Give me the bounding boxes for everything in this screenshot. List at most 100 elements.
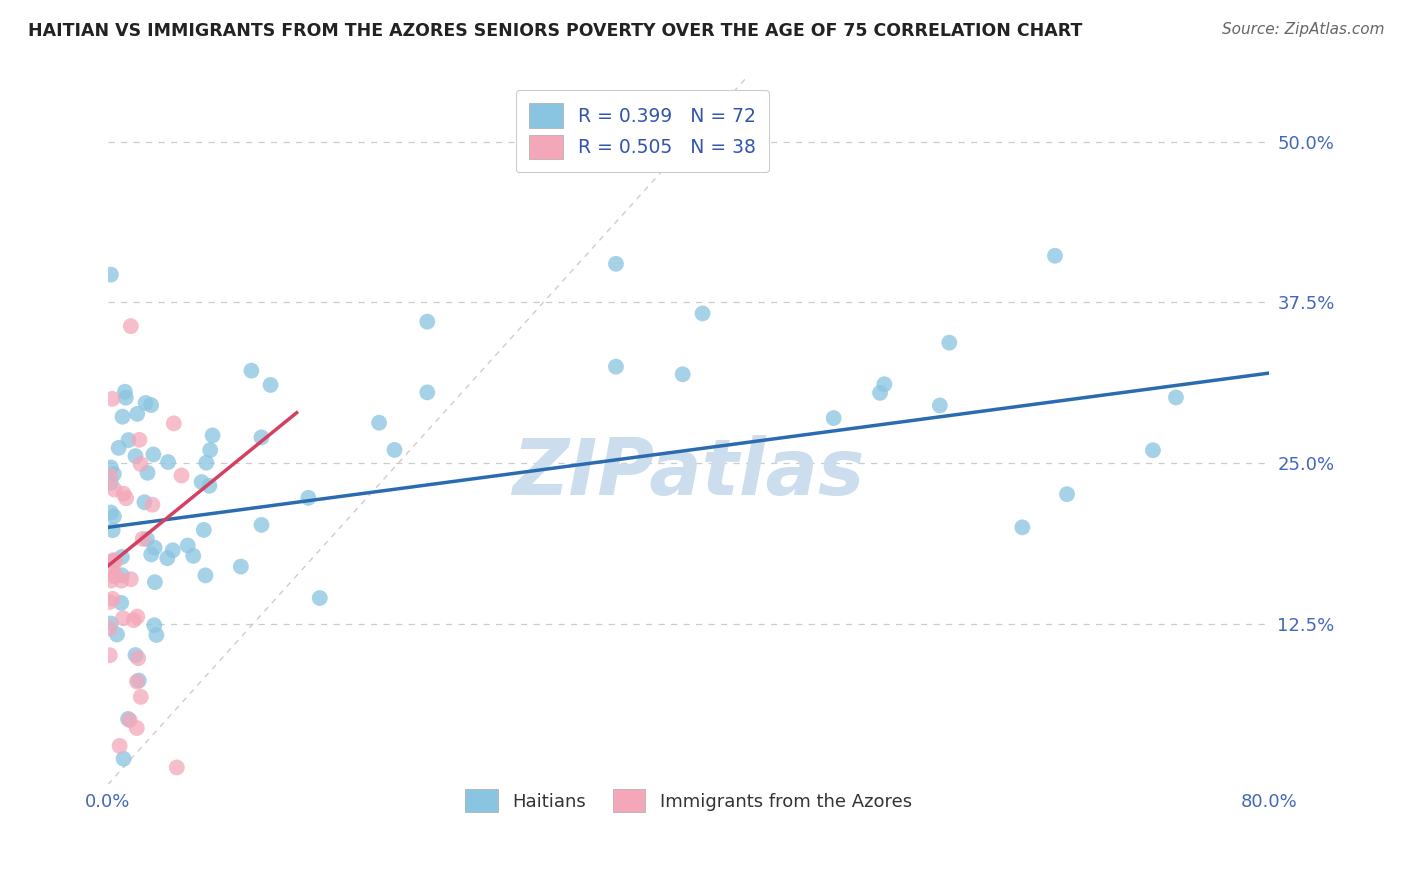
- Point: [672, 368, 695, 382]
- Point: [136, 466, 159, 480]
- Point: [112, 486, 135, 500]
- Point: [869, 385, 891, 400]
- Point: [193, 523, 215, 537]
- Point: [145, 628, 167, 642]
- Point: [127, 609, 149, 624]
- Point: [112, 611, 135, 625]
- Point: [111, 549, 134, 564]
- Point: [100, 268, 122, 282]
- Point: [110, 596, 132, 610]
- Text: ZIPatlas: ZIPatlas: [512, 435, 865, 511]
- Point: [98, 648, 121, 663]
- Point: [259, 378, 281, 392]
- Point: [368, 416, 391, 430]
- Point: [103, 483, 125, 497]
- Point: [100, 574, 122, 588]
- Point: [100, 616, 122, 631]
- Point: [98, 469, 121, 483]
- Point: [124, 648, 146, 662]
- Point: [125, 721, 148, 735]
- Point: [122, 613, 145, 627]
- Point: [117, 712, 139, 726]
- Point: [120, 572, 142, 586]
- Point: [105, 627, 128, 641]
- Point: [308, 591, 330, 605]
- Point: [198, 443, 221, 458]
- Point: [177, 539, 200, 553]
- Point: [143, 618, 166, 632]
- Point: [605, 359, 627, 374]
- Point: [127, 407, 149, 421]
- Point: [101, 523, 124, 537]
- Point: [98, 595, 121, 609]
- Point: [117, 433, 139, 447]
- Point: [101, 392, 124, 406]
- Point: [135, 396, 157, 410]
- Point: [1043, 249, 1066, 263]
- Point: [143, 541, 166, 555]
- Point: [143, 575, 166, 590]
- Point: [131, 532, 153, 546]
- Point: [135, 532, 157, 546]
- Point: [107, 441, 129, 455]
- Point: [125, 674, 148, 689]
- Legend: Haitians, Immigrants from the Azores: Haitians, Immigrants from the Azores: [453, 776, 925, 825]
- Point: [115, 491, 138, 506]
- Point: [201, 428, 224, 442]
- Point: [104, 554, 127, 568]
- Point: [139, 398, 162, 412]
- Point: [103, 509, 125, 524]
- Point: [170, 468, 193, 483]
- Point: [114, 816, 136, 830]
- Point: [250, 430, 273, 444]
- Point: [100, 460, 122, 475]
- Point: [157, 455, 180, 469]
- Point: [823, 411, 845, 425]
- Point: [190, 475, 212, 489]
- Point: [118, 713, 141, 727]
- Point: [692, 306, 714, 320]
- Point: [112, 752, 135, 766]
- Point: [128, 433, 150, 447]
- Point: [124, 449, 146, 463]
- Point: [104, 803, 127, 817]
- Point: [1011, 520, 1033, 534]
- Point: [98, 622, 121, 636]
- Point: [416, 385, 439, 400]
- Point: [134, 495, 156, 509]
- Point: [101, 569, 124, 583]
- Point: [127, 651, 149, 665]
- Point: [250, 517, 273, 532]
- Point: [194, 568, 217, 582]
- Point: [128, 673, 150, 688]
- Point: [104, 569, 127, 583]
- Point: [104, 829, 127, 843]
- Point: [156, 551, 179, 566]
- Point: [938, 335, 960, 350]
- Point: [297, 491, 319, 505]
- Point: [129, 457, 152, 471]
- Point: [195, 456, 218, 470]
- Text: Source: ZipAtlas.com: Source: ZipAtlas.com: [1222, 22, 1385, 37]
- Point: [163, 417, 186, 431]
- Point: [100, 506, 122, 520]
- Point: [103, 467, 125, 481]
- Point: [114, 384, 136, 399]
- Point: [1164, 391, 1187, 405]
- Point: [141, 548, 163, 562]
- Point: [103, 553, 125, 567]
- Point: [166, 760, 188, 774]
- Point: [141, 498, 163, 512]
- Point: [108, 739, 131, 753]
- Point: [1056, 487, 1078, 501]
- Text: HAITIAN VS IMMIGRANTS FROM THE AZORES SENIORS POVERTY OVER THE AGE OF 75 CORRELA: HAITIAN VS IMMIGRANTS FROM THE AZORES SE…: [28, 22, 1083, 40]
- Point: [103, 565, 125, 579]
- Point: [129, 690, 152, 704]
- Point: [111, 568, 134, 582]
- Point: [120, 319, 142, 334]
- Point: [111, 409, 134, 424]
- Point: [103, 554, 125, 568]
- Point: [605, 257, 627, 271]
- Point: [240, 364, 263, 378]
- Point: [1142, 443, 1164, 458]
